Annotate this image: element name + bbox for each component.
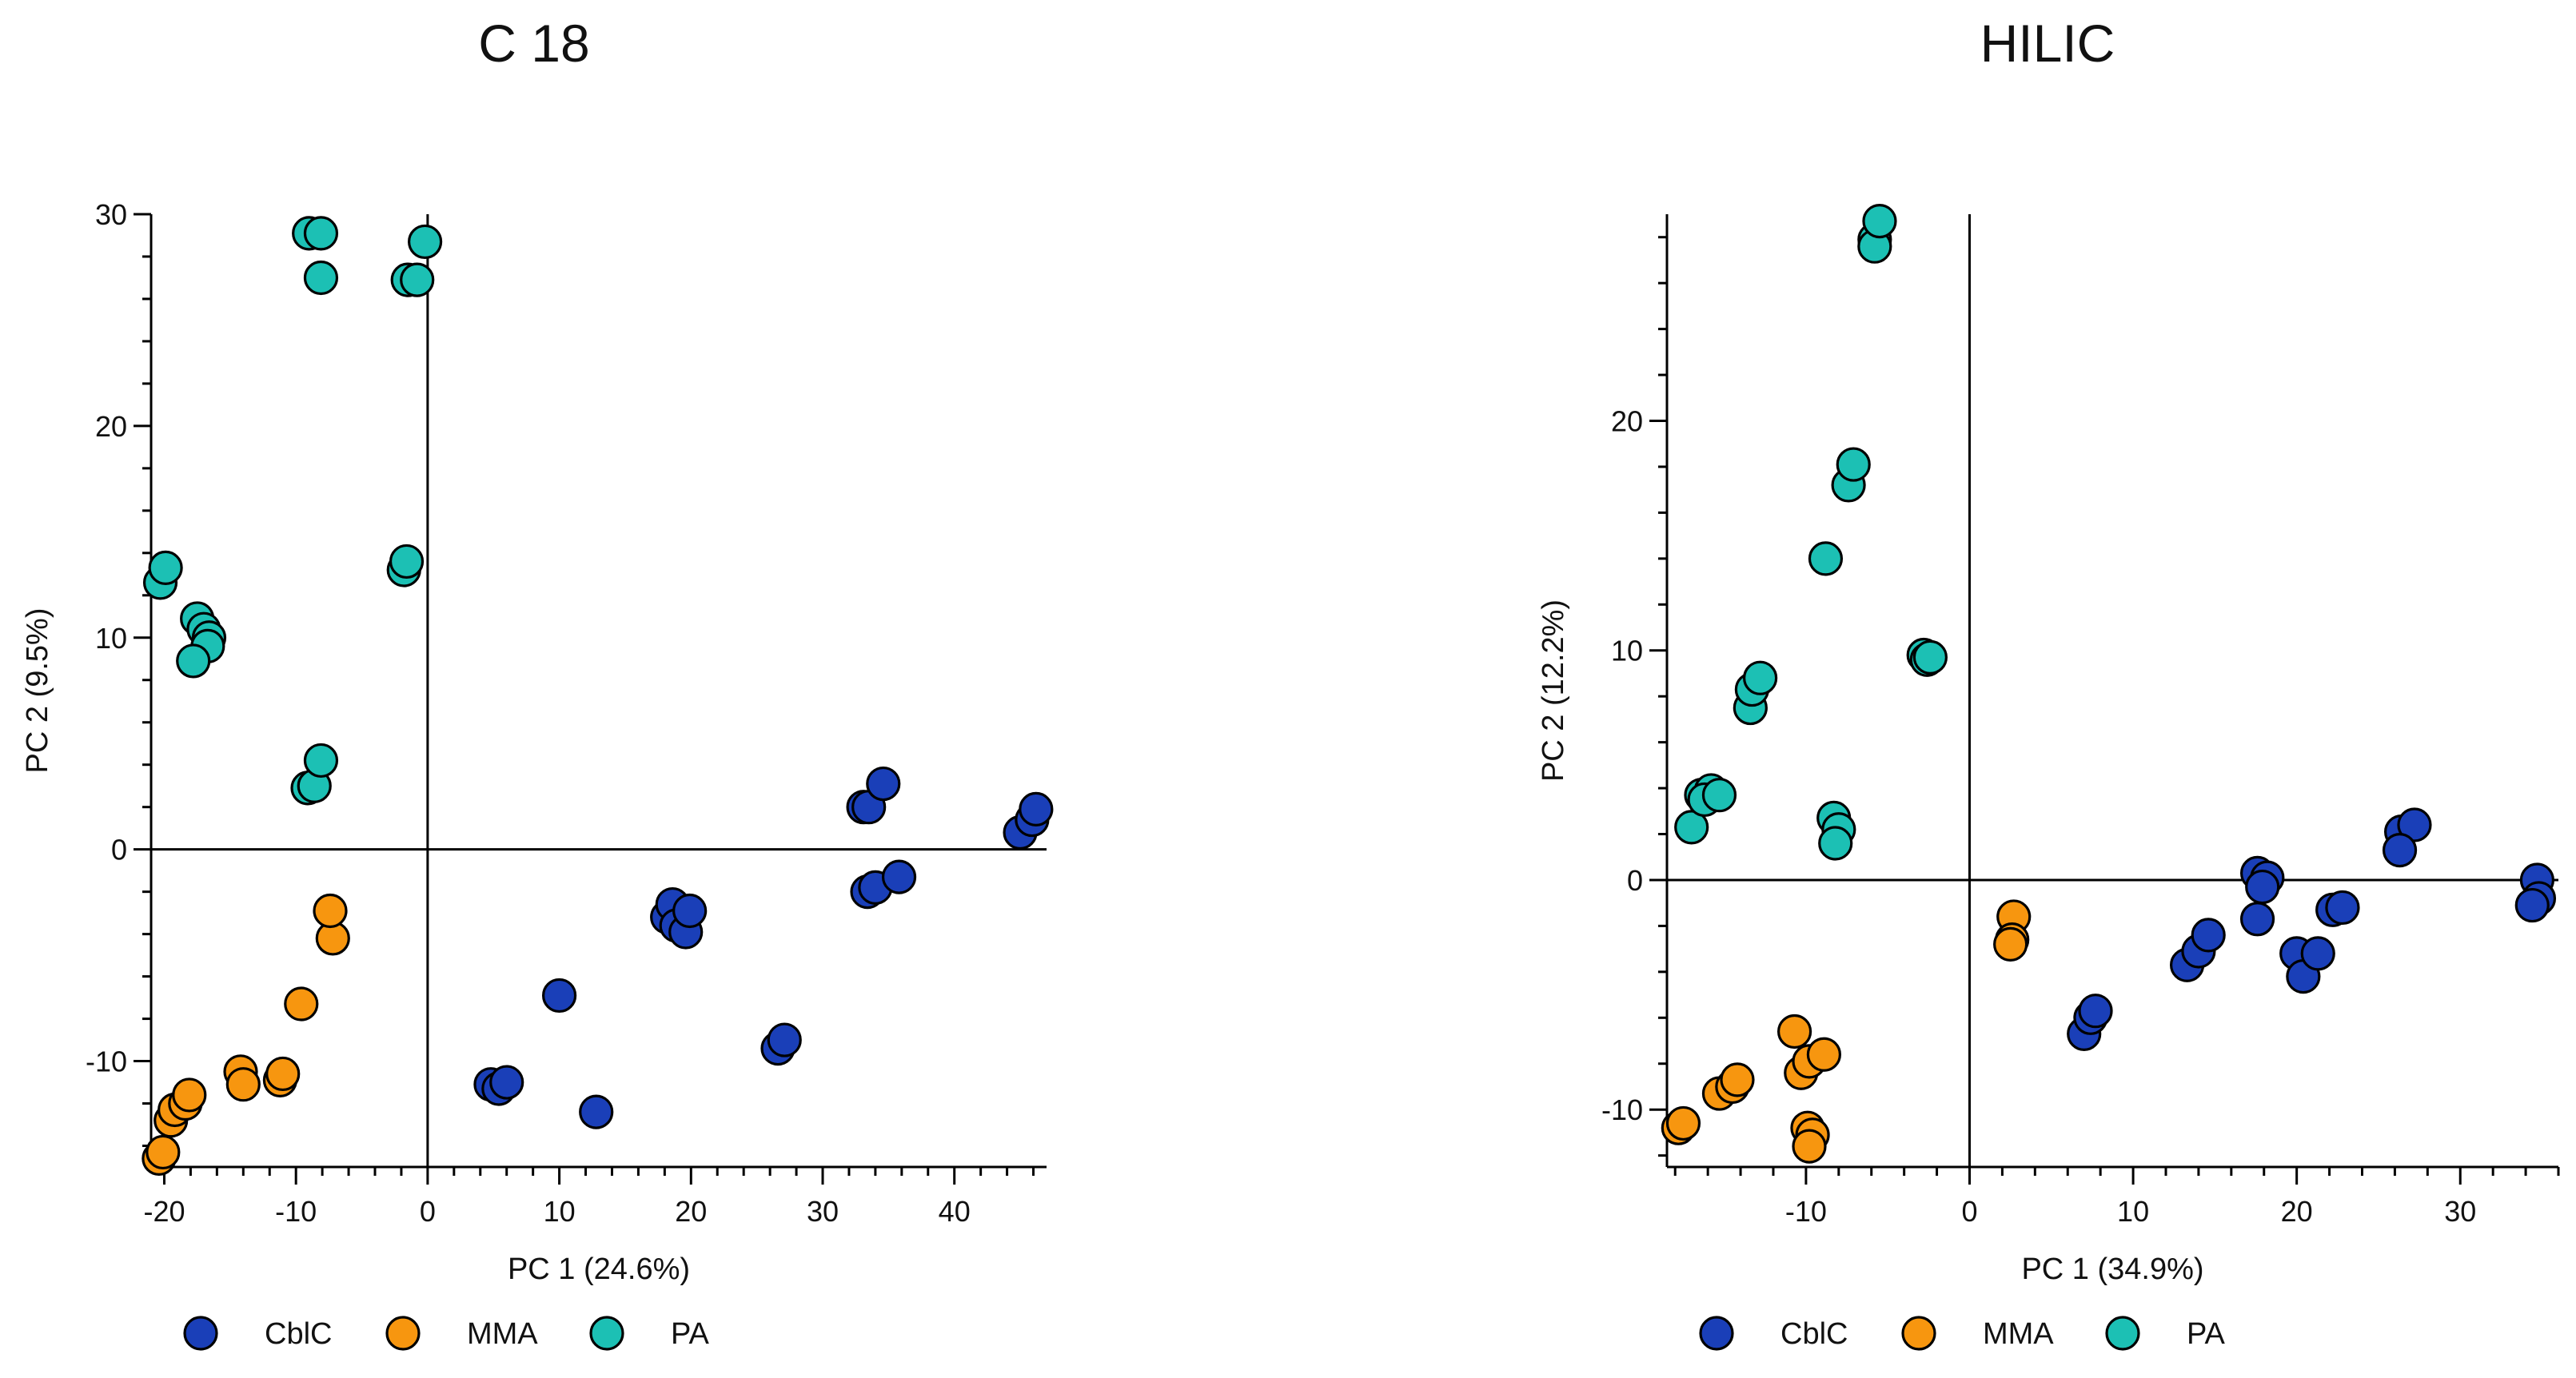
point-mma [225,1067,261,1102]
y-tick-label: 10 [95,622,127,655]
point-cblc [2245,869,2280,905]
point-pa [1808,541,1844,576]
legend-marker-pa [589,1316,624,1351]
point-cblc [2325,890,2360,926]
point-mma [146,1134,181,1170]
point-cblc [2397,807,2432,842]
point-pa [1818,826,1853,861]
legend-label-cblc: CblC [1780,1317,1848,1351]
point-pa [389,544,425,579]
point-pa [148,550,183,585]
point-pa [303,216,339,251]
plot-hilic: -10 0 10 20 -10 0 10 20 30 PC 1 (34.9%) PC 2 (12.2… [1537,204,2560,1351]
point-mma [1776,1014,1812,1049]
point-cblc [2382,833,2418,868]
chart-title-c18: C 18 [478,14,589,73]
point-pa [400,262,435,297]
point-pa [1836,447,1871,482]
x-tick-label: 0 [1961,1195,1977,1228]
x-tick-label: 20 [675,1195,707,1228]
y-tick-label: -10 [1601,1093,1643,1126]
legend-label-pa: PA [2187,1317,2226,1351]
x-tick-label: -10 [275,1195,317,1228]
point-cblc [2239,902,2275,937]
point-cblc [2191,918,2226,953]
point-mma [172,1077,207,1113]
point-mma [265,1056,301,1092]
y-tick-label: 0 [1627,864,1643,897]
point-cblc [541,978,577,1014]
point-mma [284,986,319,1022]
y-tick-label: -10 [86,1045,127,1078]
y-tick-label: 0 [111,834,127,866]
point-cblc [1019,791,1054,826]
point-pa [1862,204,1897,239]
chart-content: -10 0 10 20 30 -20 -10 0 10 20 30 40 PC 1 (24.6%) PC … [21,198,2560,1351]
y-axis-label: PC 2 (9.5%) [21,608,54,774]
legend-label-pa: PA [671,1317,710,1351]
point-pa [176,643,211,679]
point-pa [1743,660,1778,695]
point-pa [303,743,339,779]
x-tick-label: 30 [2444,1195,2476,1228]
point-mma [1993,926,2028,962]
point-mma [1665,1105,1701,1141]
point-mma [313,893,348,929]
legend-marker-cblc [183,1316,218,1351]
x-axis-label: PC 1 (24.6%) [508,1253,690,1286]
point-pa [407,224,443,260]
x-tick-label: 0 [420,1195,436,1228]
legend-label-mma: MMA [1983,1317,2054,1351]
point-pa [1674,810,1709,845]
point-cblc [2300,936,2335,971]
x-tick-label: 30 [807,1195,839,1228]
x-axis-label: PC 1 (34.9%) [2021,1253,2203,1286]
x-tick-label: -20 [143,1195,185,1228]
legend-label-cblc: CblC [265,1317,332,1351]
y-tick-label: 10 [1611,635,1643,667]
point-cblc [489,1065,524,1100]
point-pa [303,260,339,296]
legend-label-mma: MMA [467,1317,538,1351]
y-axis-label: PC 2 (12.2%) [1537,599,1570,782]
x-tick-label: 20 [2281,1195,2313,1228]
point-cblc [767,1022,802,1057]
y-tick-label: 30 [95,198,127,231]
legend-marker-mma [385,1316,421,1351]
x-tick-label: 40 [939,1195,971,1228]
y-tick-label: 20 [1611,405,1643,438]
point-cblc [2078,994,2113,1029]
point-mma [1806,1037,1842,1072]
point-cblc [881,859,917,894]
chart-title-hilic: HILIC [1980,14,2115,73]
point-mma [1720,1062,1755,1097]
point-mma [1792,1129,1827,1164]
x-tick-label: -10 [1785,1195,1827,1228]
x-tick-label: 10 [544,1195,576,1228]
x-tick-label: 10 [2117,1195,2149,1228]
point-cblc [672,893,708,929]
legend-marker-mma [1901,1316,1936,1351]
y-tick-label: 20 [95,410,127,443]
point-cblc [866,766,901,802]
point-cblc [2514,887,2550,923]
legend-marker-cblc [1699,1316,1734,1351]
point-pa [1701,778,1737,813]
point-pa [1912,639,1948,675]
legend-marker-pa [2105,1316,2140,1351]
point-cblc [579,1094,614,1129]
plot-c18: -10 0 10 20 30 -20 -10 0 10 20 30 40 PC 1 (24.6%) PC … [21,198,1054,1351]
